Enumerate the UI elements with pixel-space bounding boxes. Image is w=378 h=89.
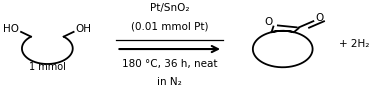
Text: (0.01 mmol Pt): (0.01 mmol Pt) [131,22,208,32]
Text: in N₂: in N₂ [157,77,182,87]
Text: O: O [265,17,273,27]
Text: HO: HO [3,24,19,34]
Text: 180 °C, 36 h, neat: 180 °C, 36 h, neat [122,59,217,69]
Text: O: O [315,13,324,23]
Text: OH: OH [76,24,91,34]
Text: + 2H₂: + 2H₂ [339,39,369,49]
Text: 1 mmol: 1 mmol [29,62,66,72]
Text: Pt/SnO₂: Pt/SnO₂ [150,3,189,13]
